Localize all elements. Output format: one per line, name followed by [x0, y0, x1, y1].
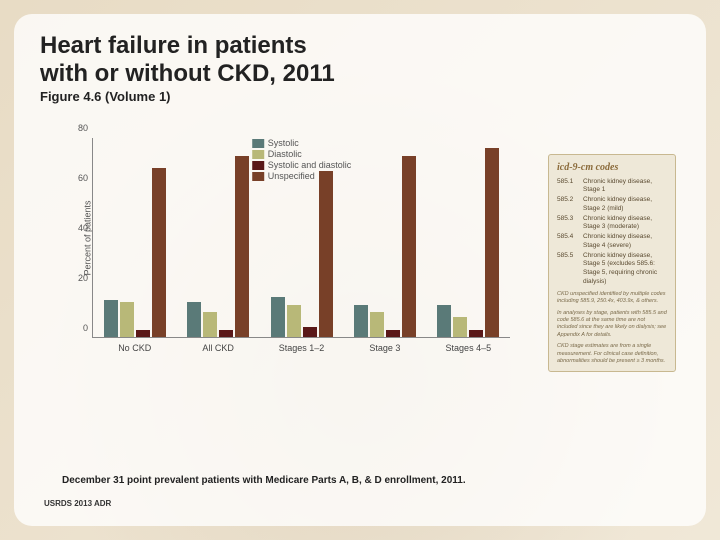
- bar: [319, 171, 333, 338]
- icd9-row: 585.3Chronic kidney disease, Stage 3 (mo…: [557, 215, 667, 233]
- x-tick-label: Stages 4–5: [427, 343, 510, 353]
- bar-group: No CKD: [93, 138, 176, 337]
- bar: [402, 156, 416, 338]
- bar: [235, 156, 249, 338]
- x-tick-label: Stage 3: [343, 343, 426, 353]
- x-tick-label: No CKD: [93, 343, 176, 353]
- bar: [287, 305, 301, 337]
- bar: [354, 305, 368, 337]
- slide-card: Heart failure in patients with or withou…: [14, 14, 706, 526]
- y-tick: 40: [78, 223, 88, 233]
- y-tick: 0: [83, 323, 88, 333]
- icd9-code: 585.3: [557, 215, 579, 233]
- bar-group: All CKD: [176, 138, 259, 337]
- icd9-desc: Chronic kidney disease, Stage 1: [583, 178, 667, 196]
- bar-group: Stages 1–2: [260, 138, 343, 337]
- bar-group: Stage 3: [343, 138, 426, 337]
- bar: [104, 300, 118, 337]
- y-tick: 80: [78, 123, 88, 133]
- bar: [152, 168, 166, 337]
- y-tick: 60: [78, 173, 88, 183]
- icd9-row: 585.1Chronic kidney disease, Stage 1: [557, 178, 667, 196]
- bar: [437, 305, 451, 337]
- title-line-2: with or without CKD, 2011: [40, 60, 335, 87]
- bar: [203, 312, 217, 337]
- icd9-code: 585.4: [557, 233, 579, 251]
- icd9-row: 585.2Chronic kidney disease, Stage 2 (mi…: [557, 196, 667, 214]
- bar: [271, 297, 285, 337]
- icd9-codes-box: icd-9-cm codes 585.1Chronic kidney disea…: [548, 154, 676, 372]
- bar-chart: Percent of patients 020406080 SystolicDi…: [40, 138, 510, 338]
- sidebox-note: In analyses by stage, patients with 585.…: [557, 310, 667, 340]
- title-line-1: Heart failure in patients: [40, 32, 307, 59]
- icd9-code: 585.1: [557, 178, 579, 196]
- bar: [303, 327, 317, 337]
- y-axis-ticks: 020406080: [62, 138, 92, 338]
- icd9-desc: Chronic kidney disease, Stage 4 (severe): [583, 233, 667, 251]
- bar: [453, 317, 467, 337]
- bar: [219, 330, 233, 337]
- bar: [136, 330, 150, 337]
- icd9-code: 585.5: [557, 252, 579, 287]
- icd9-code: 585.2: [557, 196, 579, 214]
- icd9-row: 585.5Chronic kidney disease, Stage 5 (ex…: [557, 252, 667, 287]
- bar: [469, 330, 483, 337]
- x-tick-label: All CKD: [176, 343, 259, 353]
- icd9-desc: Chronic kidney disease, Stage 3 (moderat…: [583, 215, 667, 233]
- bar-group: Stages 4–5: [427, 138, 510, 337]
- plot-area: SystolicDiastolicSystolic and diastolicU…: [92, 138, 510, 338]
- bar: [120, 302, 134, 337]
- sidebox-note: CKD stage estimates are from a single me…: [557, 343, 667, 365]
- sidebox-heading: icd-9-cm codes: [557, 161, 667, 175]
- icd9-desc: Chronic kidney disease, Stage 5 (exclude…: [583, 252, 667, 287]
- icd9-desc: Chronic kidney disease, Stage 2 (mild): [583, 196, 667, 214]
- sidebox-note: CKD unspecified identified by multiple c…: [557, 291, 667, 306]
- source-label: USRDS 2013 ADR: [44, 499, 111, 508]
- bar: [187, 302, 201, 337]
- bar: [386, 330, 400, 337]
- bar: [485, 148, 499, 337]
- y-tick: 20: [78, 273, 88, 283]
- x-tick-label: Stages 1–2: [260, 343, 343, 353]
- caption: December 31 point prevalent patients wit…: [62, 475, 466, 486]
- icd9-row: 585.4Chronic kidney disease, Stage 4 (se…: [557, 233, 667, 251]
- slide-title: Heart failure in patients with or withou…: [40, 32, 680, 87]
- bar: [370, 312, 384, 337]
- figure-label: Figure 4.6 (Volume 1): [40, 89, 680, 104]
